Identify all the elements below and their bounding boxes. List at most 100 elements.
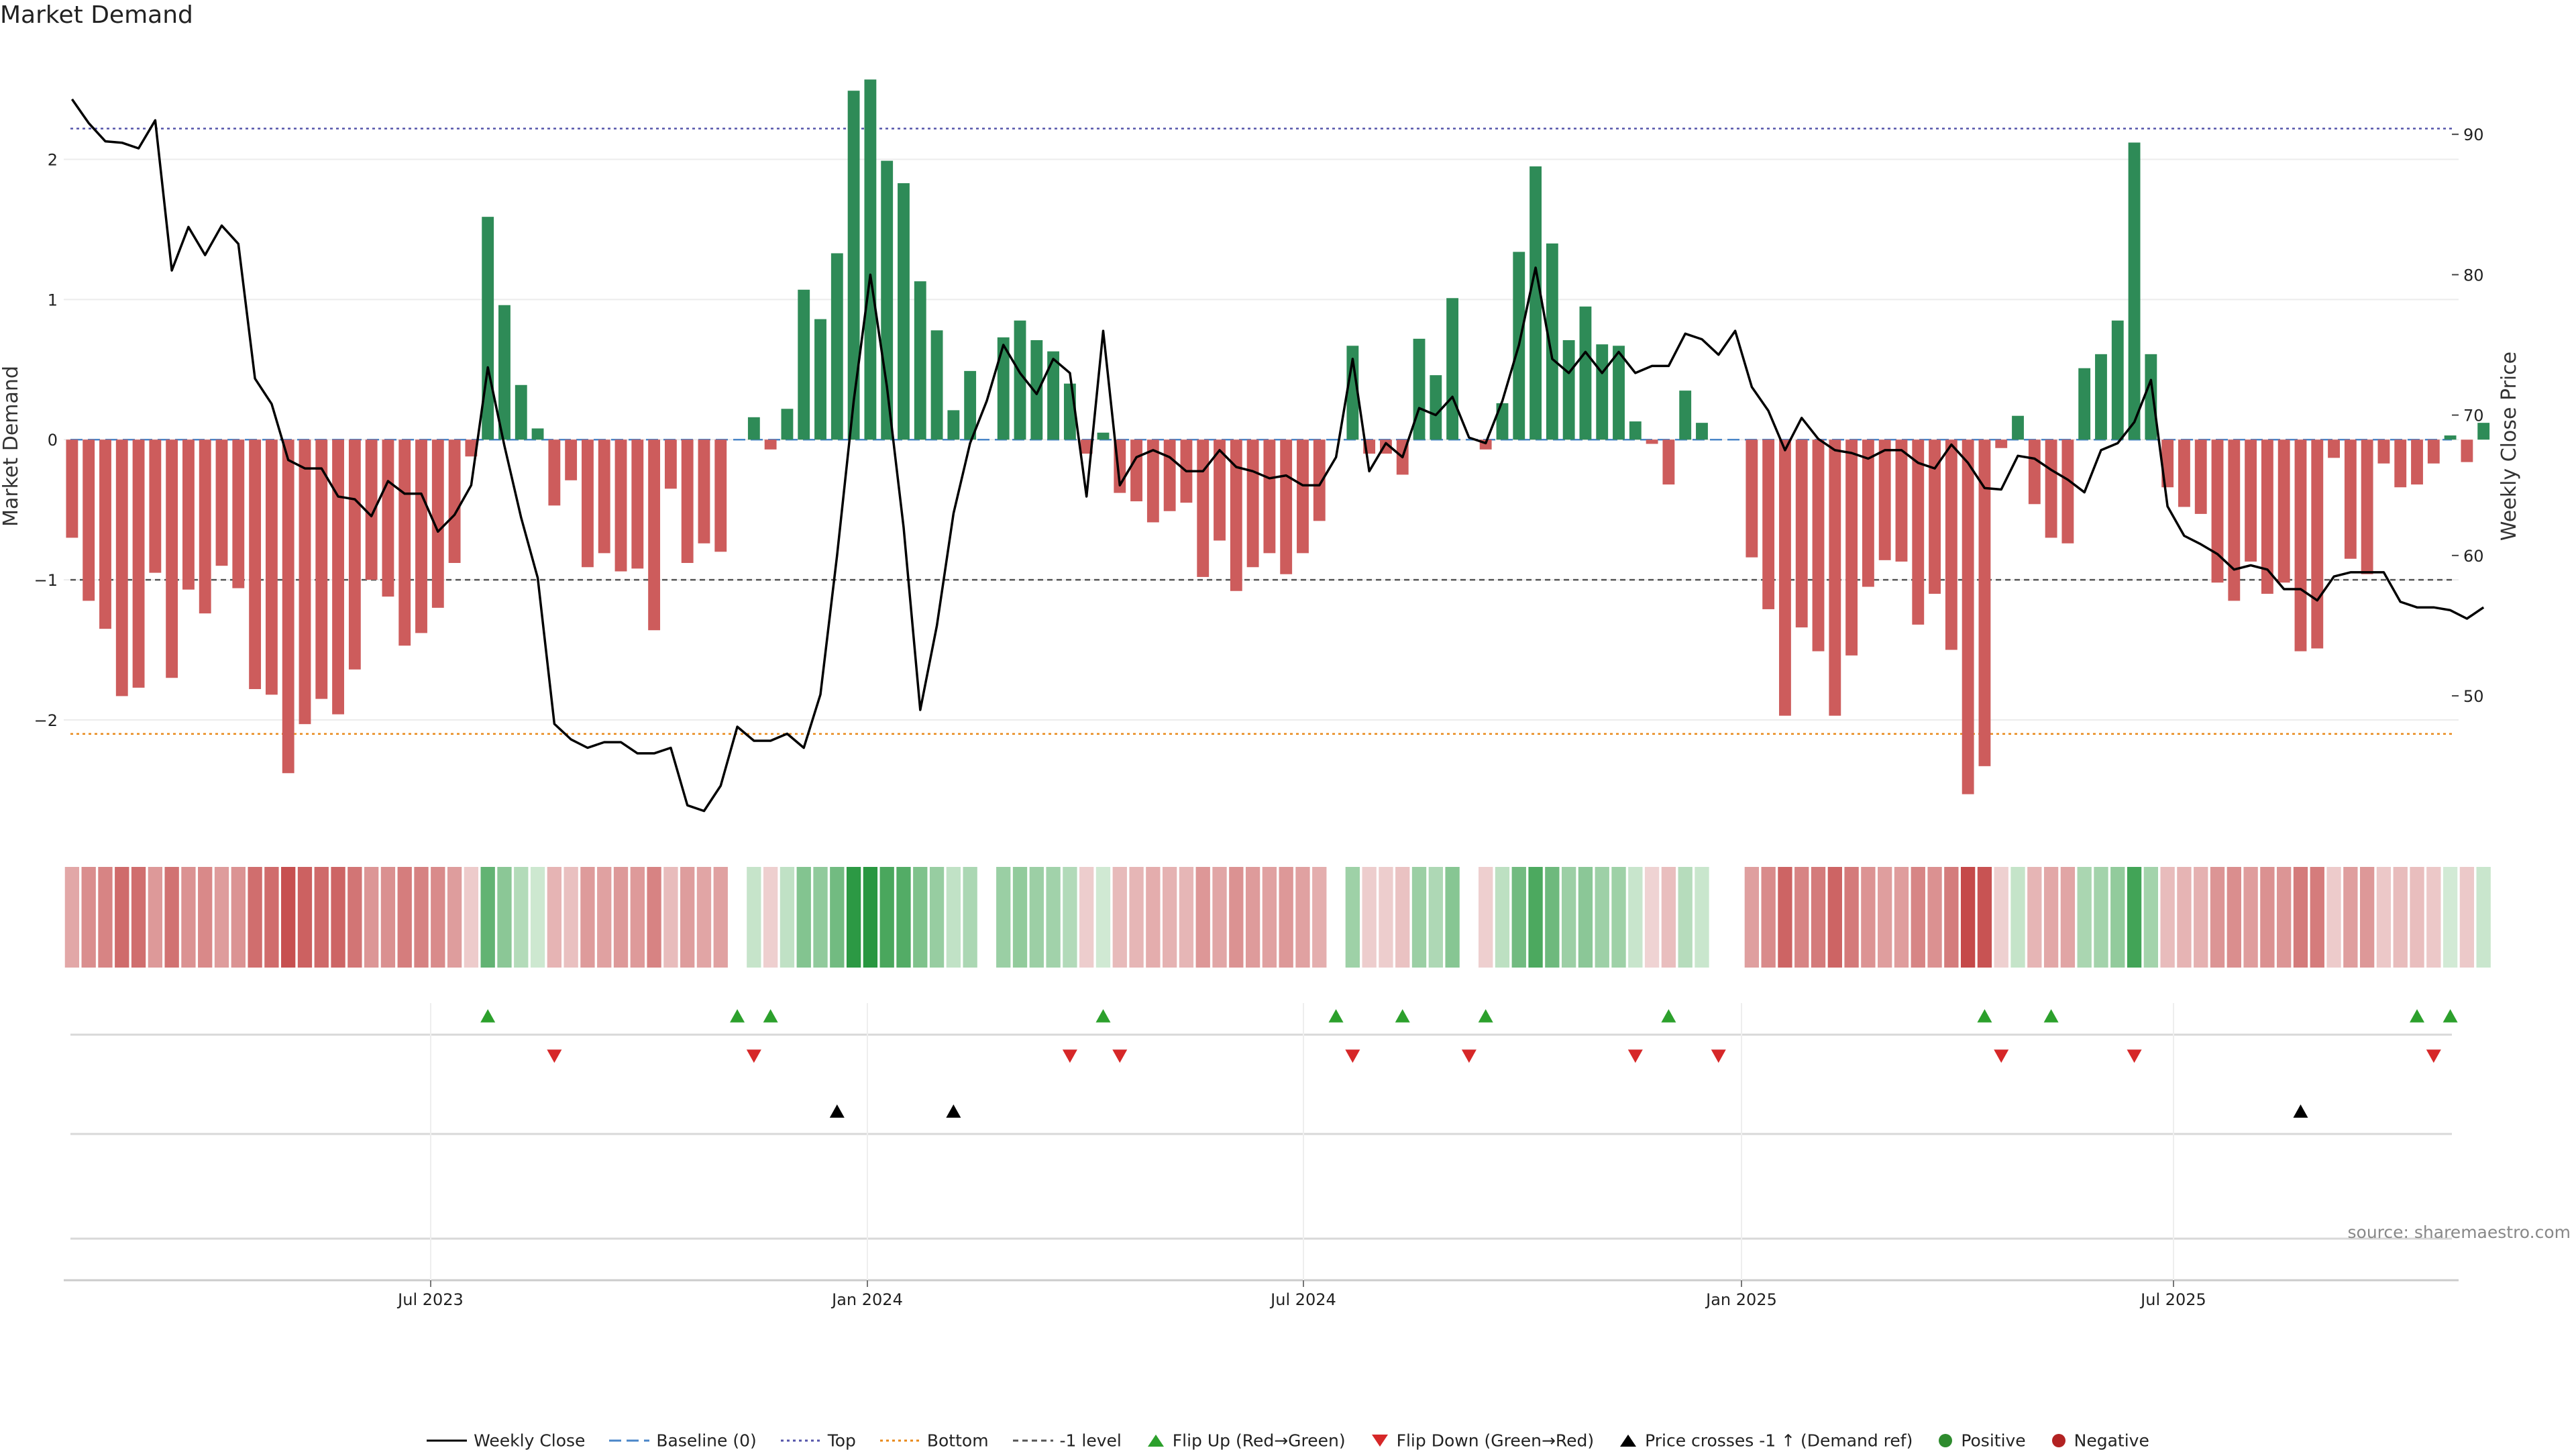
demand-bar [1163, 439, 1176, 511]
demand-bar [2245, 439, 2257, 562]
demand-bar [2277, 439, 2290, 583]
demand-bar [1529, 166, 1542, 440]
heat-cell [347, 867, 362, 968]
heat-cell [2343, 867, 2358, 968]
demand-bar [315, 439, 328, 699]
legend-flip-down: Flip Down (Green→Red) [1370, 1430, 1594, 1450]
demand-bar [881, 160, 894, 440]
demand-bar [598, 439, 610, 554]
heat-cell [846, 867, 861, 968]
legend: Weekly Close Baseline (0) Top Bottom -1 … [0, 1429, 2576, 1450]
demand-bar [1214, 439, 1226, 541]
heat-cell [830, 867, 845, 968]
demand-bar [1030, 340, 1043, 440]
heat-cell [2077, 867, 2092, 968]
y-tick-label: 2 [48, 151, 58, 170]
demand-bar [548, 439, 561, 506]
demand-bar [997, 337, 1010, 440]
legend-minus1: -1 level [1012, 1430, 1122, 1450]
demand-bar [781, 409, 794, 440]
demand-bar [182, 439, 195, 590]
demand-bar [1297, 439, 1309, 554]
heat-cell [1927, 867, 1942, 968]
heat-cell [231, 867, 246, 968]
heat-cell [1262, 867, 1277, 968]
legend-top: Top [780, 1430, 856, 1450]
demand-bar [332, 439, 344, 715]
y-tick-label: 1 [48, 291, 58, 309]
heat-cell [1811, 867, 1826, 968]
demand-bar [2211, 439, 2224, 583]
demand-bar [482, 217, 494, 440]
heat-cell [1611, 867, 1626, 968]
y2-tick-label: 50 [2463, 687, 2484, 706]
demand-bar [1313, 439, 1326, 521]
source-credit: source: sharemaestro.com [2347, 1223, 2571, 1242]
heat-cell [1212, 867, 1227, 968]
demand-bar [1346, 346, 1359, 440]
heat-cell [1428, 867, 1443, 968]
demand-bar [681, 439, 694, 564]
demand-bar [348, 439, 361, 670]
heat-cell [2027, 867, 2042, 968]
demand-bar [2344, 439, 2357, 559]
demand-bar [1829, 439, 1841, 716]
heat-cell [447, 867, 462, 968]
legend-label: Weekly Close [474, 1431, 586, 1450]
demand-bar [2444, 435, 2457, 440]
heat-cell [2060, 867, 2076, 968]
demand-bar [132, 439, 145, 688]
heat-cell [2310, 867, 2324, 968]
demand-bar [947, 410, 960, 440]
y2-tick-label: 70 [2463, 407, 2484, 425]
flip-up-marker [2410, 1009, 2425, 1023]
heat-cell [747, 867, 761, 968]
demand-bar [1130, 439, 1142, 502]
demand-bar [2095, 354, 2107, 440]
legend-label: Positive [1961, 1431, 2026, 1450]
flip-up-marker [480, 1009, 496, 1023]
demand-bar [99, 439, 111, 629]
demand-bar [415, 439, 427, 633]
legend-label: Price crosses -1 ↑ (Demand ref) [1645, 1431, 1913, 1450]
demand-bar [1280, 439, 1293, 574]
demand-bar [215, 439, 228, 566]
demand-bar [864, 79, 877, 440]
demand-bar [1562, 340, 1575, 440]
demand-bar [232, 439, 245, 588]
heat-cell [364, 867, 379, 968]
demand-bar [448, 439, 461, 564]
heat-cell [1129, 867, 1144, 968]
heat-cell [1545, 867, 1560, 968]
legend-flip-up: Flip Up (Red→Green) [1146, 1430, 1346, 1450]
flip-down-marker [746, 1049, 761, 1063]
demand-bar [2128, 142, 2141, 440]
demand-bar [166, 439, 178, 678]
heat-cell [1595, 867, 1609, 968]
x-tick-label: Jul 2023 [396, 1290, 464, 1309]
flip-down-marker [1627, 1049, 1643, 1063]
heat-cell [431, 867, 445, 968]
heat-cell [929, 867, 945, 968]
demand-bar [582, 439, 594, 568]
legend-weekly-close: Weekly Close [427, 1430, 585, 1450]
heat-cell [680, 867, 695, 968]
demand-bar [614, 439, 627, 572]
heat-cell [863, 867, 878, 968]
x-tick-label: Jul 2025 [2139, 1290, 2206, 1309]
heat-cell [2043, 867, 2059, 968]
price-cross-marker [946, 1104, 961, 1118]
heat-cell [2010, 867, 2025, 968]
heat-cell [946, 867, 961, 968]
heat-cell [2277, 867, 2292, 968]
demand-bar [1496, 403, 1509, 440]
heat-cell [2260, 867, 2275, 968]
heat-cell [1046, 867, 1061, 968]
demand-bar [2145, 354, 2157, 440]
flip-down-marker [1345, 1049, 1360, 1063]
demand-bar [898, 183, 910, 440]
flip-up-marker [1095, 1009, 1111, 1023]
demand-bar [2028, 439, 2041, 505]
demand-bar [515, 384, 527, 440]
heat-cell [763, 867, 778, 968]
